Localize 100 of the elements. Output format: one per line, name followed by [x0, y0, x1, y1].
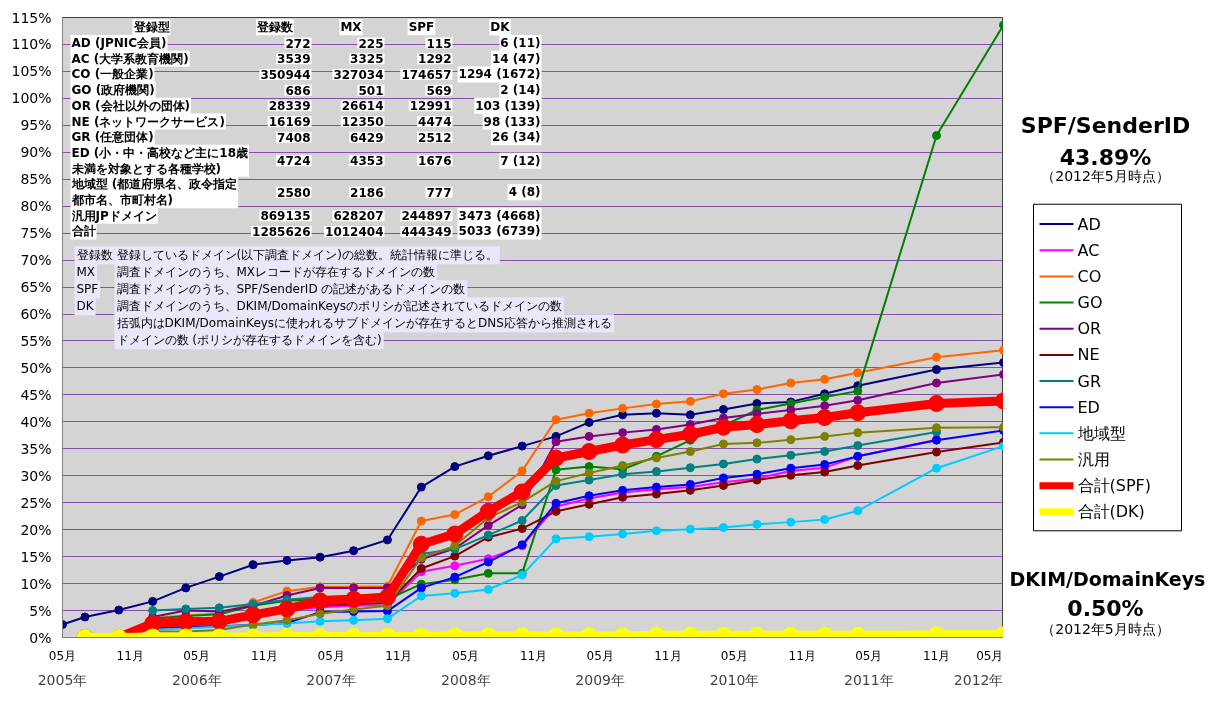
point	[647, 431, 665, 449]
text: 2011年	[843, 671, 894, 688]
text: 2010年	[709, 671, 760, 688]
legend-label: GR	[1077, 371, 1102, 391]
point	[315, 552, 325, 562]
point	[282, 555, 292, 565]
point	[412, 535, 430, 553]
point	[752, 519, 762, 529]
text: 2008年	[441, 671, 491, 688]
point	[114, 605, 124, 615]
annotation: 686	[285, 83, 311, 98]
point	[517, 466, 527, 476]
point	[80, 612, 90, 622]
annotation: 3325	[350, 52, 384, 67]
point	[685, 410, 695, 420]
point	[685, 447, 695, 456]
annotation: MX	[340, 20, 363, 35]
point	[144, 615, 162, 632]
point	[853, 428, 863, 438]
point	[651, 466, 661, 476]
point	[517, 524, 527, 534]
annotation: 98 (133)	[483, 114, 541, 129]
y-tick-label: 5%	[29, 602, 52, 619]
point	[618, 428, 628, 438]
point	[748, 416, 766, 434]
point	[382, 535, 392, 545]
annotation: MX	[76, 265, 96, 280]
point	[479, 502, 497, 520]
x-tick-label: 11月	[788, 648, 816, 663]
point	[349, 546, 359, 556]
x-tick-label: 11月	[519, 648, 548, 663]
point	[551, 465, 561, 475]
point	[378, 588, 396, 606]
y-tick-label: 60%	[20, 306, 52, 323]
text: 2012年	[953, 671, 1004, 688]
point	[718, 459, 728, 469]
annotation: 501	[358, 83, 384, 98]
point	[517, 441, 527, 451]
point	[853, 368, 863, 378]
legend-label: AD	[1077, 214, 1101, 234]
y-tick-label: 80%	[20, 198, 52, 215]
point	[853, 441, 863, 451]
point	[928, 395, 946, 412]
y-tick-label: 115%	[11, 9, 52, 26]
point	[932, 378, 942, 388]
annotation: 28339	[268, 99, 311, 114]
annotation: CO (一般企業)	[71, 67, 154, 82]
x-tick-label: 05月	[183, 648, 211, 663]
annotation: 26 (34)	[491, 130, 541, 145]
point	[932, 352, 942, 362]
text: 0.50%	[1067, 595, 1144, 621]
point	[416, 583, 426, 593]
annotation: 調査ドメインのうち、MXレコードが存在するドメインの数	[116, 265, 436, 280]
point	[820, 374, 830, 384]
point	[416, 564, 426, 573]
point	[580, 443, 598, 460]
annotation: AC (大学系教育機関)	[71, 51, 189, 66]
y-tick-label: 70%	[20, 252, 52, 269]
point	[820, 459, 830, 469]
annotation: 569	[426, 83, 452, 98]
point	[450, 462, 460, 472]
y-tick-label: 20%	[20, 521, 52, 538]
y-tick-label: 65%	[20, 279, 52, 296]
annotation: 登録型	[132, 20, 170, 35]
annotation: GO (政府機関)	[71, 83, 155, 98]
annotation: 7408	[277, 130, 311, 145]
annotation: 12991	[409, 99, 452, 114]
annotation: 汎用JPドメイン	[70, 208, 157, 223]
y-tick-label: 15%	[20, 548, 52, 565]
point	[614, 436, 632, 454]
point	[932, 463, 942, 473]
point	[214, 603, 224, 613]
point	[752, 385, 762, 394]
legend-label: 合計(DK)	[1077, 502, 1145, 522]
text: 2007年	[306, 671, 356, 688]
point	[584, 468, 594, 478]
annotation: 登録数	[76, 248, 113, 263]
annotation: 327034	[333, 67, 384, 82]
point	[718, 404, 728, 414]
annotation: OR (会社以外の団体)	[71, 98, 191, 113]
point	[618, 469, 628, 479]
point	[786, 435, 796, 445]
annotation: 1676	[418, 154, 452, 169]
point	[416, 591, 426, 601]
legend-label: NE	[1077, 345, 1100, 365]
y-tick-label: 55%	[20, 332, 52, 349]
y-tick-label: 45%	[20, 386, 52, 403]
legend-label: ED	[1077, 397, 1100, 417]
annotation: 4724	[277, 154, 311, 169]
annotation: 1292	[418, 52, 452, 67]
y-tick-label: 105%	[11, 63, 52, 80]
point	[816, 409, 834, 427]
point	[932, 131, 942, 141]
annotation: 14 (47)	[491, 51, 541, 66]
x-tick-label: 11月	[116, 648, 144, 663]
annotation: 2512	[418, 130, 452, 145]
annotation: 6429	[350, 130, 384, 145]
text: （2012年5月時点）	[1041, 621, 1170, 638]
point	[214, 572, 224, 582]
point	[551, 534, 561, 544]
